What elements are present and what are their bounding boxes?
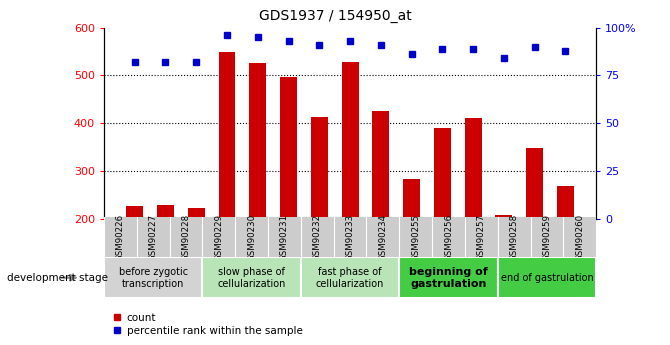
Text: GSM90232: GSM90232 xyxy=(313,214,322,261)
Text: fast phase of
cellularization: fast phase of cellularization xyxy=(316,267,385,288)
Text: GSM90258: GSM90258 xyxy=(510,214,519,261)
Text: GSM90229: GSM90229 xyxy=(214,214,223,261)
Text: end of gastrulation: end of gastrulation xyxy=(500,273,594,283)
Text: beginning of
gastrulation: beginning of gastrulation xyxy=(409,267,488,288)
Text: GSM90257: GSM90257 xyxy=(477,214,486,261)
Bar xyxy=(249,62,266,219)
Bar xyxy=(218,52,235,219)
Text: GSM90256: GSM90256 xyxy=(444,214,453,261)
Bar xyxy=(301,257,399,298)
Text: GSM90230: GSM90230 xyxy=(247,214,256,261)
Text: GDS1937 / 154950_at: GDS1937 / 154950_at xyxy=(259,9,411,23)
Bar xyxy=(526,148,543,219)
Legend: count, percentile rank within the sample: count, percentile rank within the sample xyxy=(109,309,307,340)
Bar xyxy=(104,217,596,257)
Text: before zygotic
transcription: before zygotic transcription xyxy=(119,267,188,288)
Bar xyxy=(403,179,420,219)
Bar xyxy=(104,257,202,298)
Text: GSM90234: GSM90234 xyxy=(379,214,387,261)
Bar xyxy=(498,257,596,298)
Text: GSM90233: GSM90233 xyxy=(346,214,354,261)
Bar xyxy=(188,208,205,219)
Bar xyxy=(557,186,574,219)
Text: GSM90260: GSM90260 xyxy=(576,214,584,261)
Bar xyxy=(342,62,358,219)
Bar xyxy=(465,118,482,219)
Bar xyxy=(373,111,389,219)
Text: development stage: development stage xyxy=(7,273,108,283)
Bar xyxy=(126,206,143,219)
Text: GSM90228: GSM90228 xyxy=(182,214,190,261)
Bar xyxy=(434,128,451,219)
Bar xyxy=(495,215,513,219)
Bar xyxy=(399,257,498,298)
Text: GSM90227: GSM90227 xyxy=(149,214,157,261)
Bar xyxy=(311,117,328,219)
Bar xyxy=(280,77,297,219)
Text: GSM90231: GSM90231 xyxy=(280,214,289,261)
Text: GSM90259: GSM90259 xyxy=(543,214,551,261)
Text: GSM90226: GSM90226 xyxy=(116,214,125,261)
Bar xyxy=(157,205,174,219)
Text: GSM90255: GSM90255 xyxy=(411,214,420,261)
Text: slow phase of
cellularization: slow phase of cellularization xyxy=(217,267,286,288)
Bar xyxy=(202,257,301,298)
